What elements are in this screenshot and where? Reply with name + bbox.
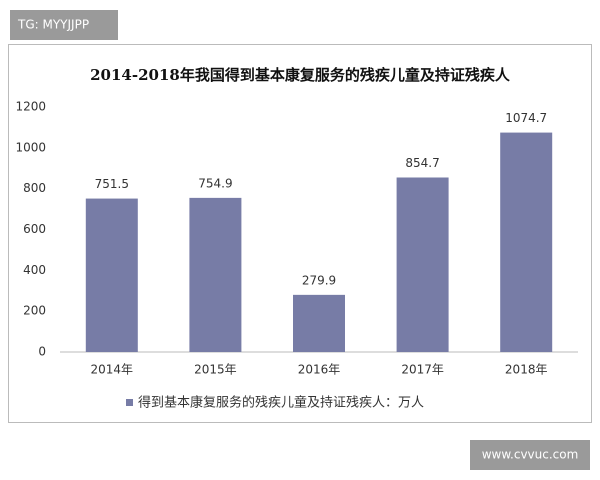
bar: [189, 197, 242, 352]
y-tick-label: 200: [23, 304, 46, 318]
bar: [396, 177, 449, 352]
watermark-box: [470, 440, 590, 470]
x-tick-label: 2014年: [91, 363, 134, 377]
watermark: TG: MYYJJPP: [17, 18, 89, 32]
x-tick-label: 2016年: [298, 363, 341, 377]
y-tick-label: 400: [23, 263, 46, 277]
data-label: 854.7: [405, 156, 439, 170]
chart-title: 2014-2018年我国得到基本康复服务的残疾儿童及持证残疾人: [90, 66, 511, 84]
data-label: 754.9: [198, 176, 232, 190]
chart-frame: [8, 44, 592, 423]
y-tick-label: 1200: [15, 100, 46, 114]
data-label: 1074.7: [505, 111, 547, 125]
legend-swatch: [126, 399, 133, 406]
legend-label: 得到基本康复服务的残疾儿童及持证残疾人：万人: [138, 395, 424, 411]
y-tick-label: 800: [23, 181, 46, 195]
watermark-box: [10, 10, 118, 40]
data-label: 279.9: [302, 273, 336, 287]
x-tick-label: 2018年: [505, 363, 548, 377]
bar: [293, 294, 345, 352]
bar: [500, 132, 553, 352]
y-tick-label: 1000: [15, 140, 46, 154]
watermark: www.cvvuc.com: [482, 448, 579, 462]
data-label: 751.5: [95, 177, 129, 191]
y-tick-label: 0: [38, 345, 46, 359]
bar: [85, 198, 138, 352]
x-tick-label: 2015年: [194, 363, 237, 377]
x-tick-label: 2017年: [401, 363, 444, 377]
y-tick-label: 600: [23, 222, 46, 236]
